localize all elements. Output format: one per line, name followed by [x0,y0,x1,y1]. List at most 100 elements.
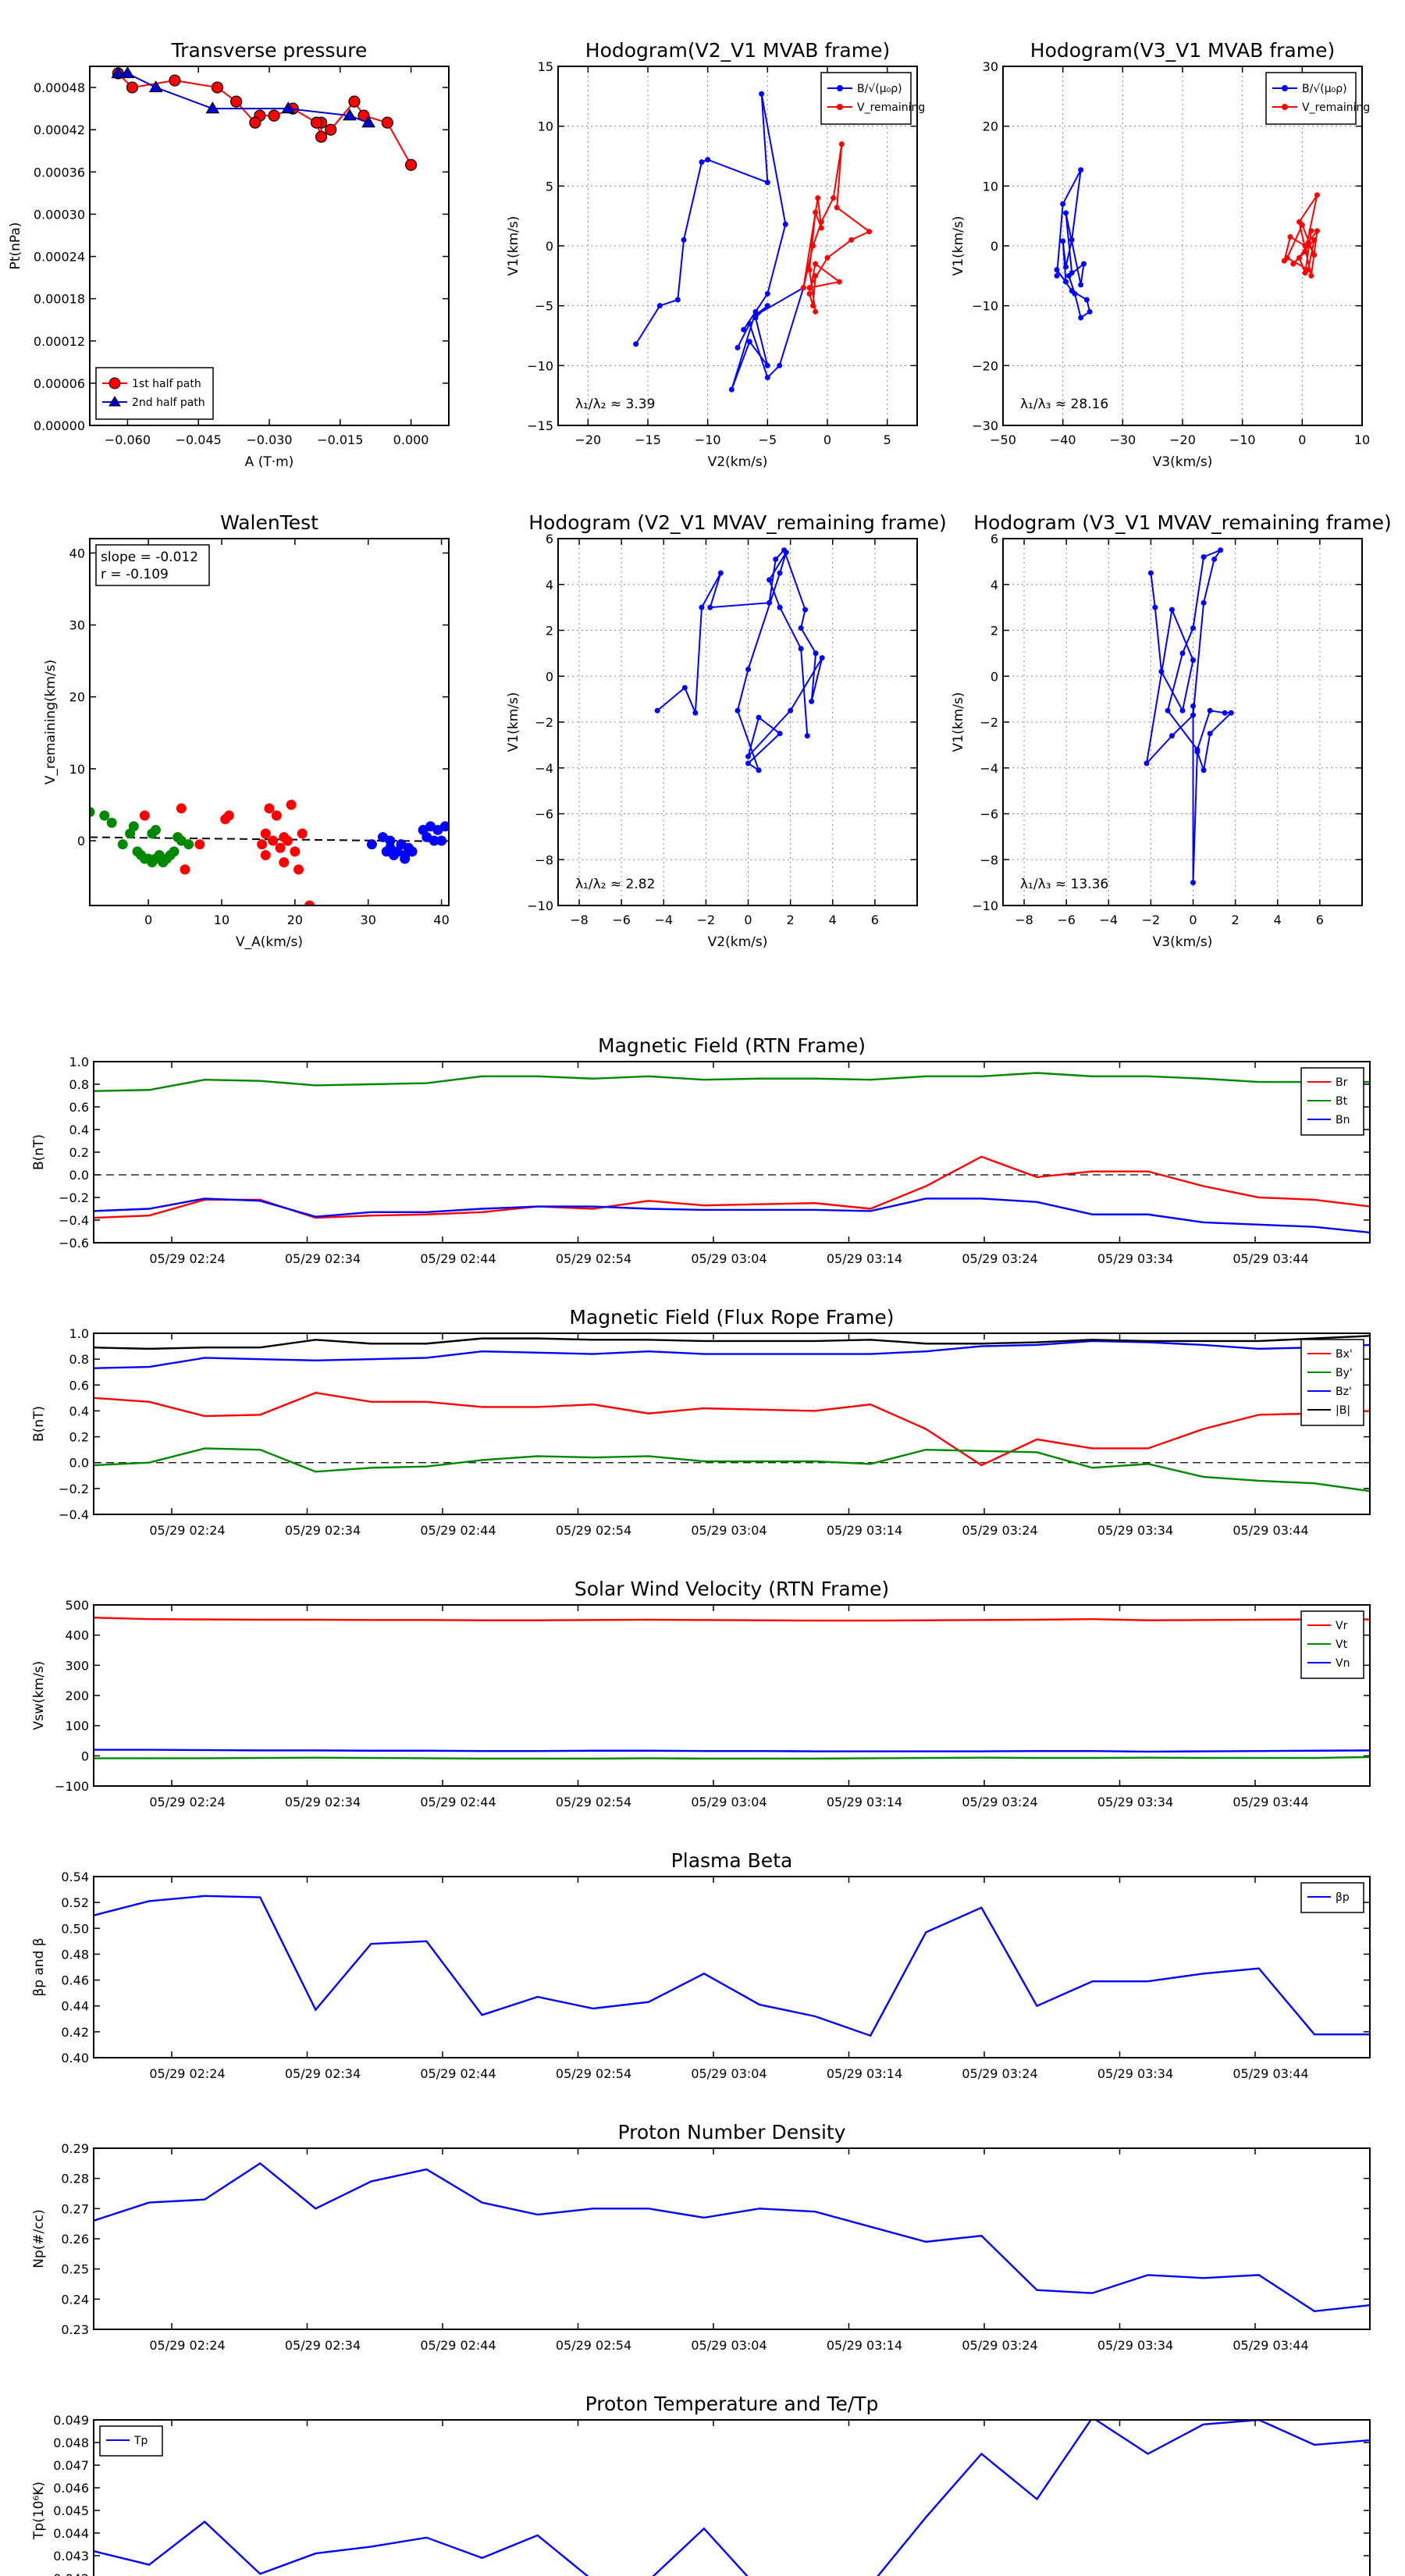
data-point [180,864,190,875]
data-point [1179,707,1186,713]
data-point [150,824,161,835]
data-point [290,846,301,857]
data-point [767,600,773,606]
legend-label: B/√(μ₀ρ) [1302,83,1347,95]
y-axis-label: V1(km/s) [951,692,966,753]
data-point [707,604,713,610]
data-point [139,810,150,821]
stats-line: r = -0.109 [101,567,169,582]
data-point [407,846,418,857]
chart-t2: Magnetic Field (Flux Rope Frame) B(nT) −0.… [31,1306,1371,1538]
data-point [260,849,271,860]
y-tick-label: 2 [546,624,553,639]
data-point [783,550,789,556]
data-point [764,290,770,297]
data-point [1063,279,1069,285]
y-tick-label: 0.049 [53,2413,89,2428]
data-point [746,321,752,327]
plot-area [94,2420,1370,2576]
chart-t3: Solar Wind Velocity (RTN Frame) Vsw(km/s)… [31,1578,1371,1809]
y-tick-label: −8 [535,852,553,867]
x-tick-label: 05/29 03:04 [691,1523,767,1538]
legend: B/√(μ₀ρ) V_remaining [820,72,925,125]
chart-c1: −0.060 −0.045 −0.030 −0.015 0.000 0.00000 0.00… [8,39,450,470]
data-point [148,80,163,93]
x-tick-label: −50 [990,432,1016,447]
x-tick-label: 4 [829,913,837,927]
data-point [1190,712,1197,718]
legend: βp [1300,1882,1364,1913]
plot-area [654,547,825,774]
legend-label: Vn [1336,1657,1350,1670]
y-axis-label: V1(km/s) [506,216,521,276]
x-tick-label: 0 [823,432,831,447]
legend: 1st half path 2nd half path [95,367,214,420]
x-tick-label: 05/29 02:54 [556,1251,631,1266]
y-tick-label: 0.40 [61,2051,89,2065]
series-line-1 [802,144,871,312]
x-tick-label: 0 [1298,432,1306,447]
stats-line: slope = -0.012 [101,550,198,565]
x-tick-label: 05/29 03:34 [1097,1523,1173,1538]
data-point [128,821,139,832]
data-point [1314,192,1320,198]
x-tick-label: 0 [1189,913,1197,927]
data-point [1060,201,1066,207]
y-tick-label: 1.0 [69,1055,89,1069]
data-point [1063,210,1069,216]
chart-c3: −50 −40 −30 −20 −10 0 10 −30 −20 −10 0 10 20 30 Hodogr… [951,39,1370,470]
y-tick-label: −8 [980,852,998,867]
x-tick-label: 05/29 02:24 [149,2338,225,2353]
legend-label: Bx' [1336,1348,1353,1361]
data-point [297,828,308,839]
x-tick-label: 05/29 03:44 [1232,2066,1308,2081]
data-point [126,81,139,94]
x-tick-label: 05/29 03:24 [962,2338,1037,2353]
x-tick-label: 30 [361,913,376,927]
y-tick-label: 0 [77,834,85,849]
y-tick-label: −0.6 [59,1236,89,1251]
y-tick-label: −4 [980,761,998,776]
data-point [366,839,377,850]
data-point [831,195,837,201]
y-tick-label: 0.54 [61,1870,89,1884]
data-point [759,91,765,97]
x-tick-label: 0 [744,913,752,927]
plot-area [111,66,418,171]
y-tick-label: 30 [983,59,998,74]
x-tick-label: −4 [654,913,673,927]
data-point [1222,710,1228,716]
plot-area [94,2161,1370,2313]
data-point [348,95,361,108]
y-tick-label: 0.23 [61,2322,89,2337]
x-axis-label: V_A(km/s) [236,934,303,950]
series-line-Bx' [94,1391,1370,1467]
data-point [1200,600,1207,606]
y-tick-label: 0.00012 [34,334,85,349]
data-point [260,828,271,839]
data-point [810,243,816,249]
y-tick-label: 0.0 [69,1168,89,1183]
x-tick-label: 05/29 02:34 [285,1523,361,1538]
y-tick-label: 10 [69,762,85,777]
y-tick-label: 0.6 [69,1378,89,1393]
y-tick-label: 0.00042 [34,123,85,137]
y-tick-label: 0.00024 [34,250,85,265]
chart-title: Hodogram (V2_V1 MVAV_remaining frame) [528,511,947,534]
data-point [439,821,449,832]
data-point [804,733,810,739]
y-tick-label: 0.28 [61,2172,89,2186]
x-tick-label: 05/29 03:44 [1232,2338,1308,2353]
y-axis-label: Np(#/cc) [31,2209,47,2268]
y-tick-label: 10 [538,119,553,134]
x-tick-label: 05/29 03:14 [827,1523,902,1538]
x-tick-label: 20 [287,913,303,927]
x-tick-label: 05/29 02:44 [420,2066,496,2081]
y-tick-label: −2 [980,715,998,730]
data-point [1290,261,1297,267]
legend-label: Tp [133,2435,148,2447]
x-tick-label: 05/29 03:14 [827,2338,902,2353]
legend-label: By' [1336,1367,1353,1379]
data-point [120,66,135,79]
